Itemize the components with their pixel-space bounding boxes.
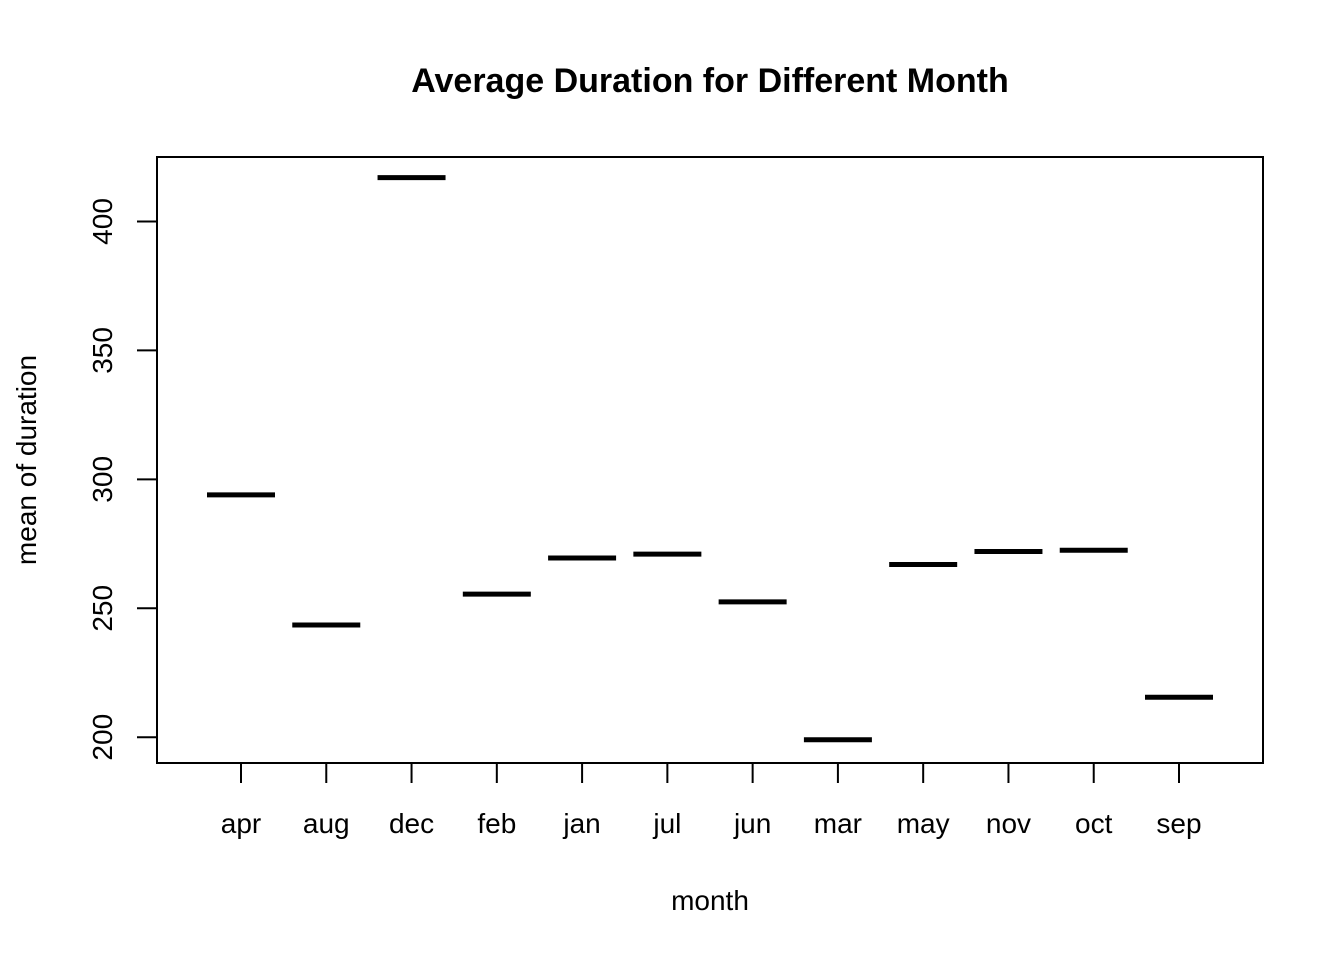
x-tick-label: dec (389, 808, 434, 839)
x-axis: apr aug dec feb jan jul jun mar may nov oct sep (221, 762, 1202, 839)
x-tick-label: sep (1156, 808, 1201, 839)
chart-title: Average Duration for Different Month (411, 62, 1009, 100)
y-tick-label: 200 (87, 714, 118, 761)
plot-frame (156, 156, 1264, 764)
x-tick-label: oct (1075, 808, 1113, 839)
y-tick-label: 350 (87, 327, 118, 374)
x-tick-label: jun (733, 808, 771, 839)
x-tick-label: feb (477, 808, 516, 839)
x-tick-label: jan (562, 808, 600, 839)
x-tick-label: apr (221, 808, 261, 839)
x-axis-label: month (671, 885, 749, 916)
x-tick-label: may (897, 808, 950, 839)
y-axis: 200 250 300 350 400 (87, 198, 158, 761)
y-axis-label: mean of duration (11, 355, 42, 565)
y-tick-label: 250 (87, 585, 118, 632)
data-marks (207, 175, 1213, 743)
x-tick-label: nov (986, 808, 1031, 839)
y-tick-label: 400 (87, 198, 118, 245)
y-tick-label: 300 (87, 456, 118, 503)
x-tick-label: mar (814, 808, 862, 839)
x-tick-label: jul (652, 808, 681, 839)
x-tick-label: aug (303, 808, 350, 839)
